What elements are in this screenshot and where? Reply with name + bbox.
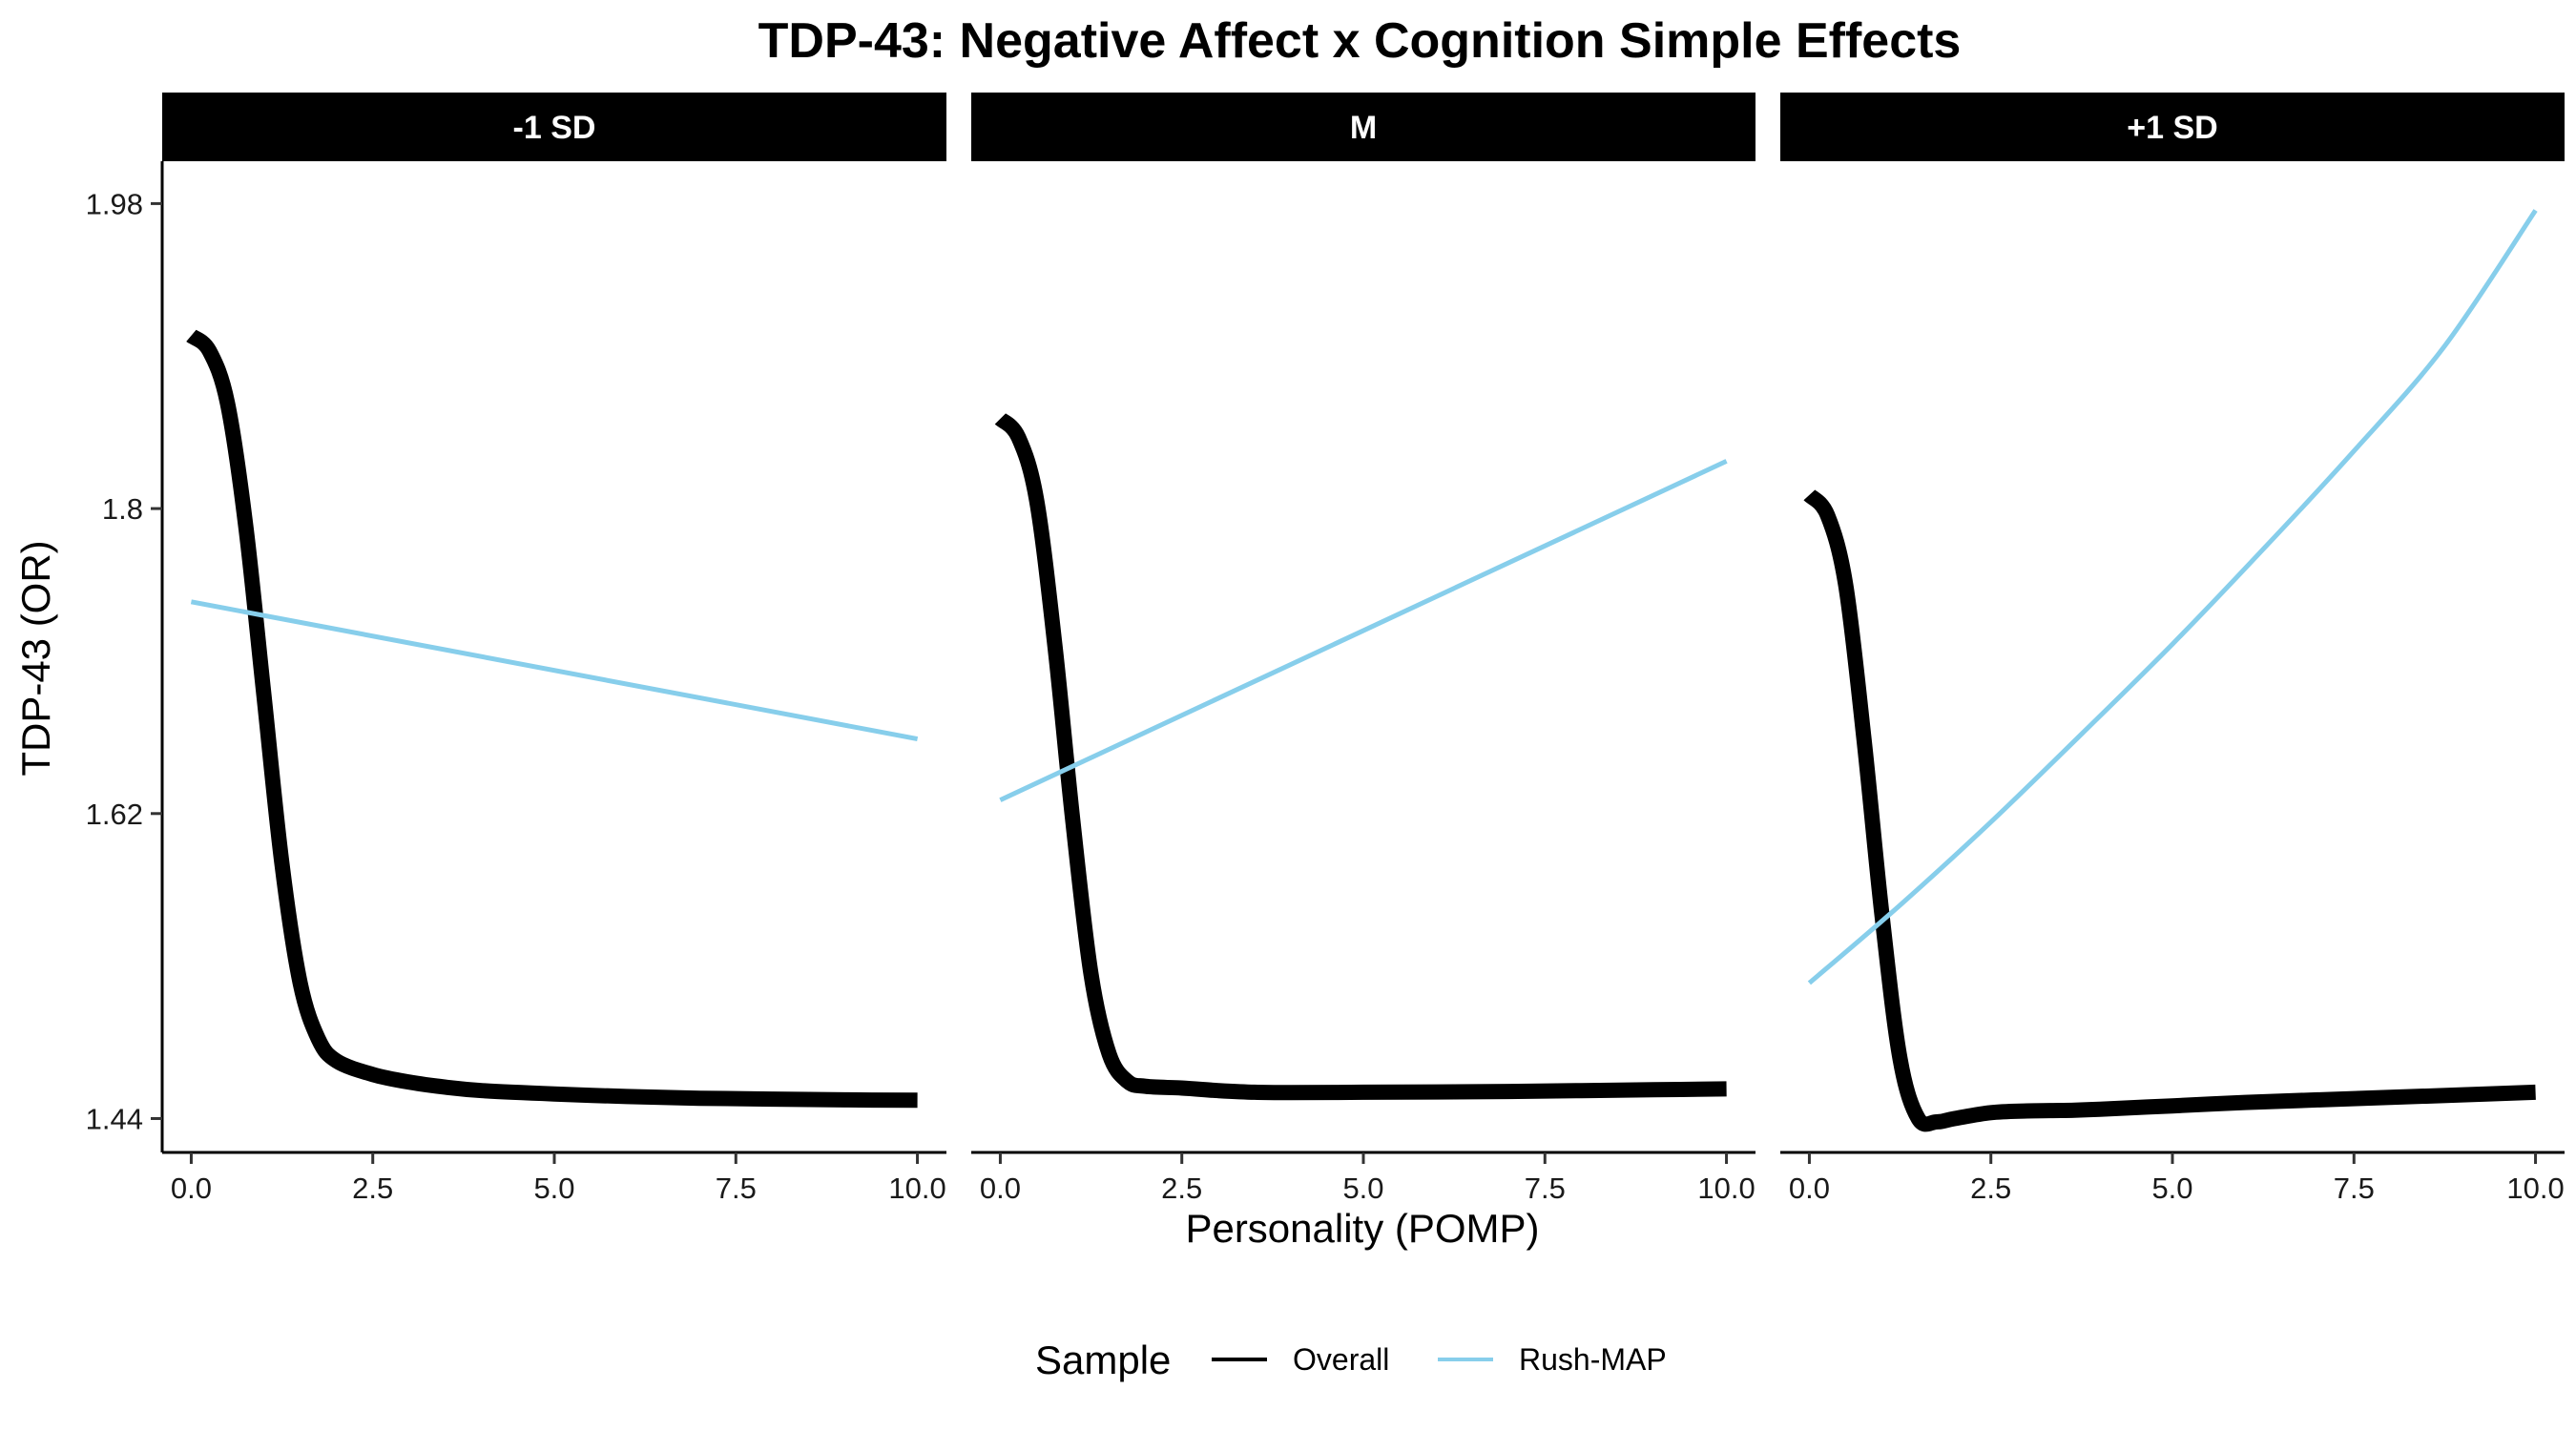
legend-title: Sample [1035,1338,1171,1382]
strip-1-sd [162,93,946,161]
strip-1-sd [1780,93,2565,161]
series-line-rush-map-m [999,459,1728,802]
x-tick-label: 2.5 [1970,1172,2011,1205]
x-tick-label: 10.0 [2506,1172,2564,1205]
x-tick-label: 7.5 [2334,1172,2375,1205]
strip-label-1-sd: -1 SD [513,110,596,146]
strip-m [971,93,1755,161]
panel-1-sd: -1 SD 1.44 1.62 1.8 1.98 0.0 2.5 5.0 7.5 10.0 [86,93,946,1205]
x-tick-label: 2.5 [1161,1172,1202,1205]
x-tick-label: 0.0 [1789,1172,1830,1205]
chart-title: TDP-43: Negative Affect x Cognition Simp… [758,13,1962,69]
x-tick-label: 5.0 [2151,1172,2192,1205]
x-tick-label: 2.5 [352,1172,393,1205]
series-line-overall-1-sd [186,329,918,1109]
series-line-rush-map-1-sd [1807,209,2538,985]
x-tick-label: 10.0 [888,1172,945,1205]
x-axis-title: Personality (POMP) [1185,1206,1539,1251]
x-tick-label: 7.5 [1525,1172,1566,1205]
strip-label-1-sd: +1 SD [2127,110,2217,146]
x-tick-label: 5.0 [533,1172,574,1205]
panel-1-sd: +1 SD 0.0 2.5 5.0 7.5 10.0 [1780,93,2565,1205]
y-tick-label: 1.98 [86,187,143,220]
series-line-overall-1-sd [1803,488,2536,1132]
x-tick-label: 10.0 [1697,1172,1755,1205]
legend: Sample Overall Rush-MAP [1035,1338,1667,1382]
series-line-overall-m [994,412,1727,1101]
x-tick-label: 0.0 [980,1172,1021,1205]
x-tick-label: 5.0 [1342,1172,1383,1205]
x-tick-label: 7.5 [716,1172,757,1205]
series-line-rush-map-1-sd [190,599,919,742]
legend-label-rush-map: Rush-MAP [1519,1342,1667,1377]
x-tick-label: 0.0 [171,1172,212,1205]
y-tick-label: 1.44 [86,1102,143,1135]
y-tick-label: 1.62 [86,798,143,831]
panel-m: M 0.0 2.5 5.0 7.5 10.0 [971,93,1755,1205]
panels-group: -1 SD 1.44 1.62 1.8 1.98 0.0 2.5 5.0 7.5 10.0 M 0.0… [86,93,2565,1205]
y-tick-label: 1.8 [102,492,143,526]
strip-label-m: M [1350,110,1377,146]
legend-label-overall: Overall [1293,1342,1389,1377]
y-axis-title: TDP-43 (OR) [13,540,58,776]
